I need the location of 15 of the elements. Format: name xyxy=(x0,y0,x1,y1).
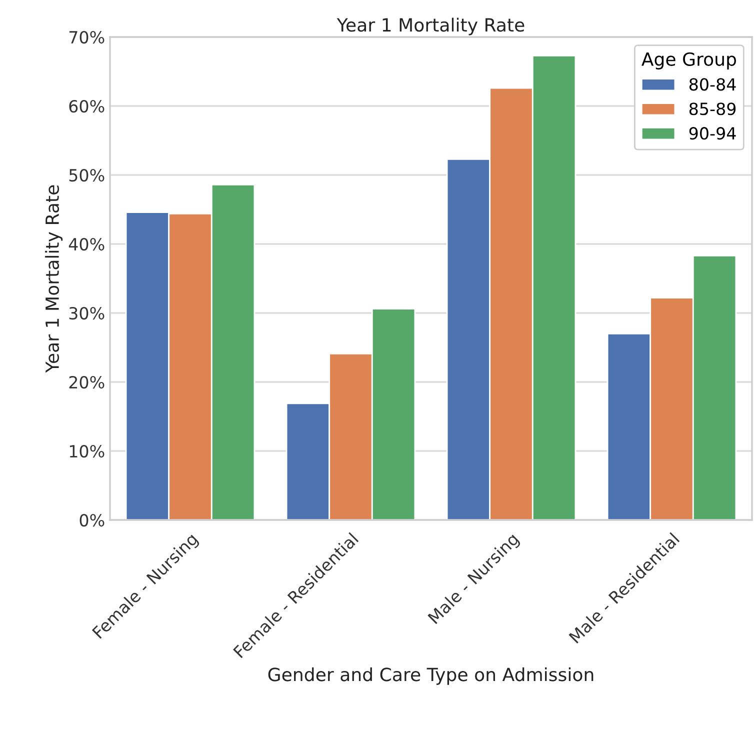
legend-title: Age Group xyxy=(642,52,736,70)
x-axis-title: Gender and Care Type on Admission xyxy=(268,667,594,685)
legend-label: 85-89 xyxy=(689,102,736,116)
legend-label: 90-94 xyxy=(689,127,736,140)
y-tick-label: 40% xyxy=(68,238,104,251)
y-tick-label: 60% xyxy=(69,100,104,113)
y-tick-label: 10% xyxy=(70,444,104,458)
chart-title: Year 1 Mortality Rate xyxy=(336,18,524,36)
legend-label: 80-84 xyxy=(689,78,736,91)
y-axis-title: Year 1 Mortality Rate xyxy=(45,185,63,373)
y-tick-label: 30% xyxy=(69,306,104,320)
y-tick-label: 20% xyxy=(69,376,104,389)
y-tick-label: 0% xyxy=(80,514,104,527)
y-tick-label: 50% xyxy=(69,168,104,182)
y-tick-label: 70% xyxy=(69,30,104,44)
